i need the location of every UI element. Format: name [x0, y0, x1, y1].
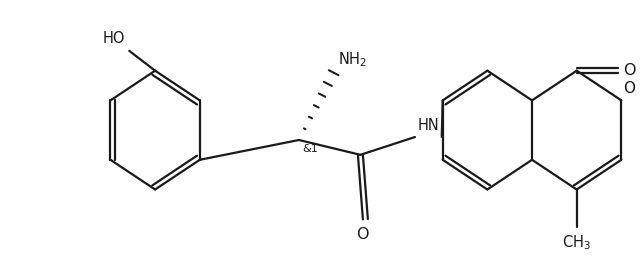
Text: HO: HO: [103, 31, 125, 46]
Text: &1: &1: [302, 144, 317, 154]
Text: O: O: [623, 63, 636, 78]
Text: NH$_2$: NH$_2$: [338, 50, 367, 69]
Text: O: O: [623, 81, 636, 96]
Text: HN: HN: [418, 118, 440, 133]
Text: O: O: [356, 227, 369, 242]
Text: CH$_3$: CH$_3$: [562, 233, 591, 252]
